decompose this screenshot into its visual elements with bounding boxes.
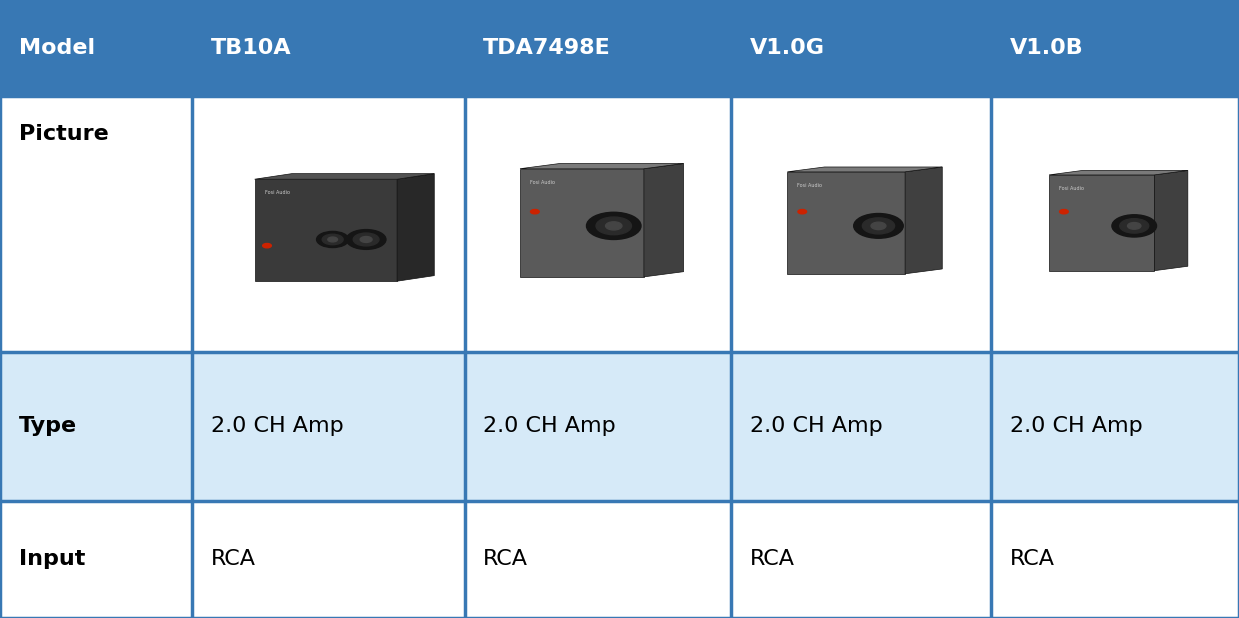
Circle shape — [854, 214, 903, 239]
Circle shape — [353, 233, 379, 246]
Bar — [0, 0, 1239, 96]
Circle shape — [1120, 219, 1149, 233]
Polygon shape — [904, 167, 942, 274]
Circle shape — [328, 237, 337, 242]
Polygon shape — [396, 174, 435, 281]
Circle shape — [530, 210, 539, 214]
Bar — [0, 96, 1239, 352]
Text: Model: Model — [19, 38, 94, 58]
Text: TB10A: TB10A — [211, 38, 291, 58]
Text: Fosi Audio: Fosi Audio — [1059, 186, 1084, 191]
Circle shape — [346, 230, 385, 249]
Bar — [0, 352, 1239, 501]
Text: RCA: RCA — [483, 549, 528, 569]
Text: V1.0G: V1.0G — [750, 38, 825, 58]
Circle shape — [1111, 214, 1156, 237]
Bar — [520, 169, 644, 277]
Circle shape — [317, 232, 349, 247]
Circle shape — [798, 210, 807, 214]
Text: 2.0 CH Amp: 2.0 CH Amp — [483, 417, 616, 436]
Text: RCA: RCA — [1010, 549, 1054, 569]
Polygon shape — [644, 164, 684, 277]
Circle shape — [862, 218, 895, 234]
Text: Type: Type — [19, 417, 77, 436]
Polygon shape — [1049, 171, 1188, 175]
Circle shape — [1127, 222, 1141, 229]
Circle shape — [586, 213, 641, 239]
Circle shape — [1059, 210, 1068, 214]
Polygon shape — [787, 167, 942, 172]
Circle shape — [596, 217, 632, 235]
Text: Fosi Audio: Fosi Audio — [530, 180, 555, 185]
Polygon shape — [255, 174, 435, 179]
Circle shape — [361, 237, 372, 242]
Circle shape — [263, 243, 271, 248]
Text: Input: Input — [19, 549, 85, 569]
Text: 2.0 CH Amp: 2.0 CH Amp — [211, 417, 343, 436]
Polygon shape — [1155, 171, 1188, 271]
Circle shape — [871, 222, 886, 230]
Text: RCA: RCA — [750, 549, 794, 569]
Circle shape — [322, 234, 343, 245]
Text: V1.0B: V1.0B — [1010, 38, 1084, 58]
Text: 2.0 CH Amp: 2.0 CH Amp — [750, 417, 882, 436]
Bar — [255, 179, 396, 281]
Text: Fosi Audio: Fosi Audio — [798, 183, 823, 188]
Text: Picture: Picture — [19, 124, 108, 143]
Text: TDA7498E: TDA7498E — [483, 38, 611, 58]
Bar — [787, 172, 904, 274]
Bar — [0, 501, 1239, 618]
Text: RCA: RCA — [211, 549, 255, 569]
Text: Fosi Audio: Fosi Audio — [265, 190, 290, 195]
Bar — [1049, 175, 1155, 271]
Circle shape — [606, 222, 622, 230]
Polygon shape — [520, 164, 684, 169]
Text: 2.0 CH Amp: 2.0 CH Amp — [1010, 417, 1142, 436]
